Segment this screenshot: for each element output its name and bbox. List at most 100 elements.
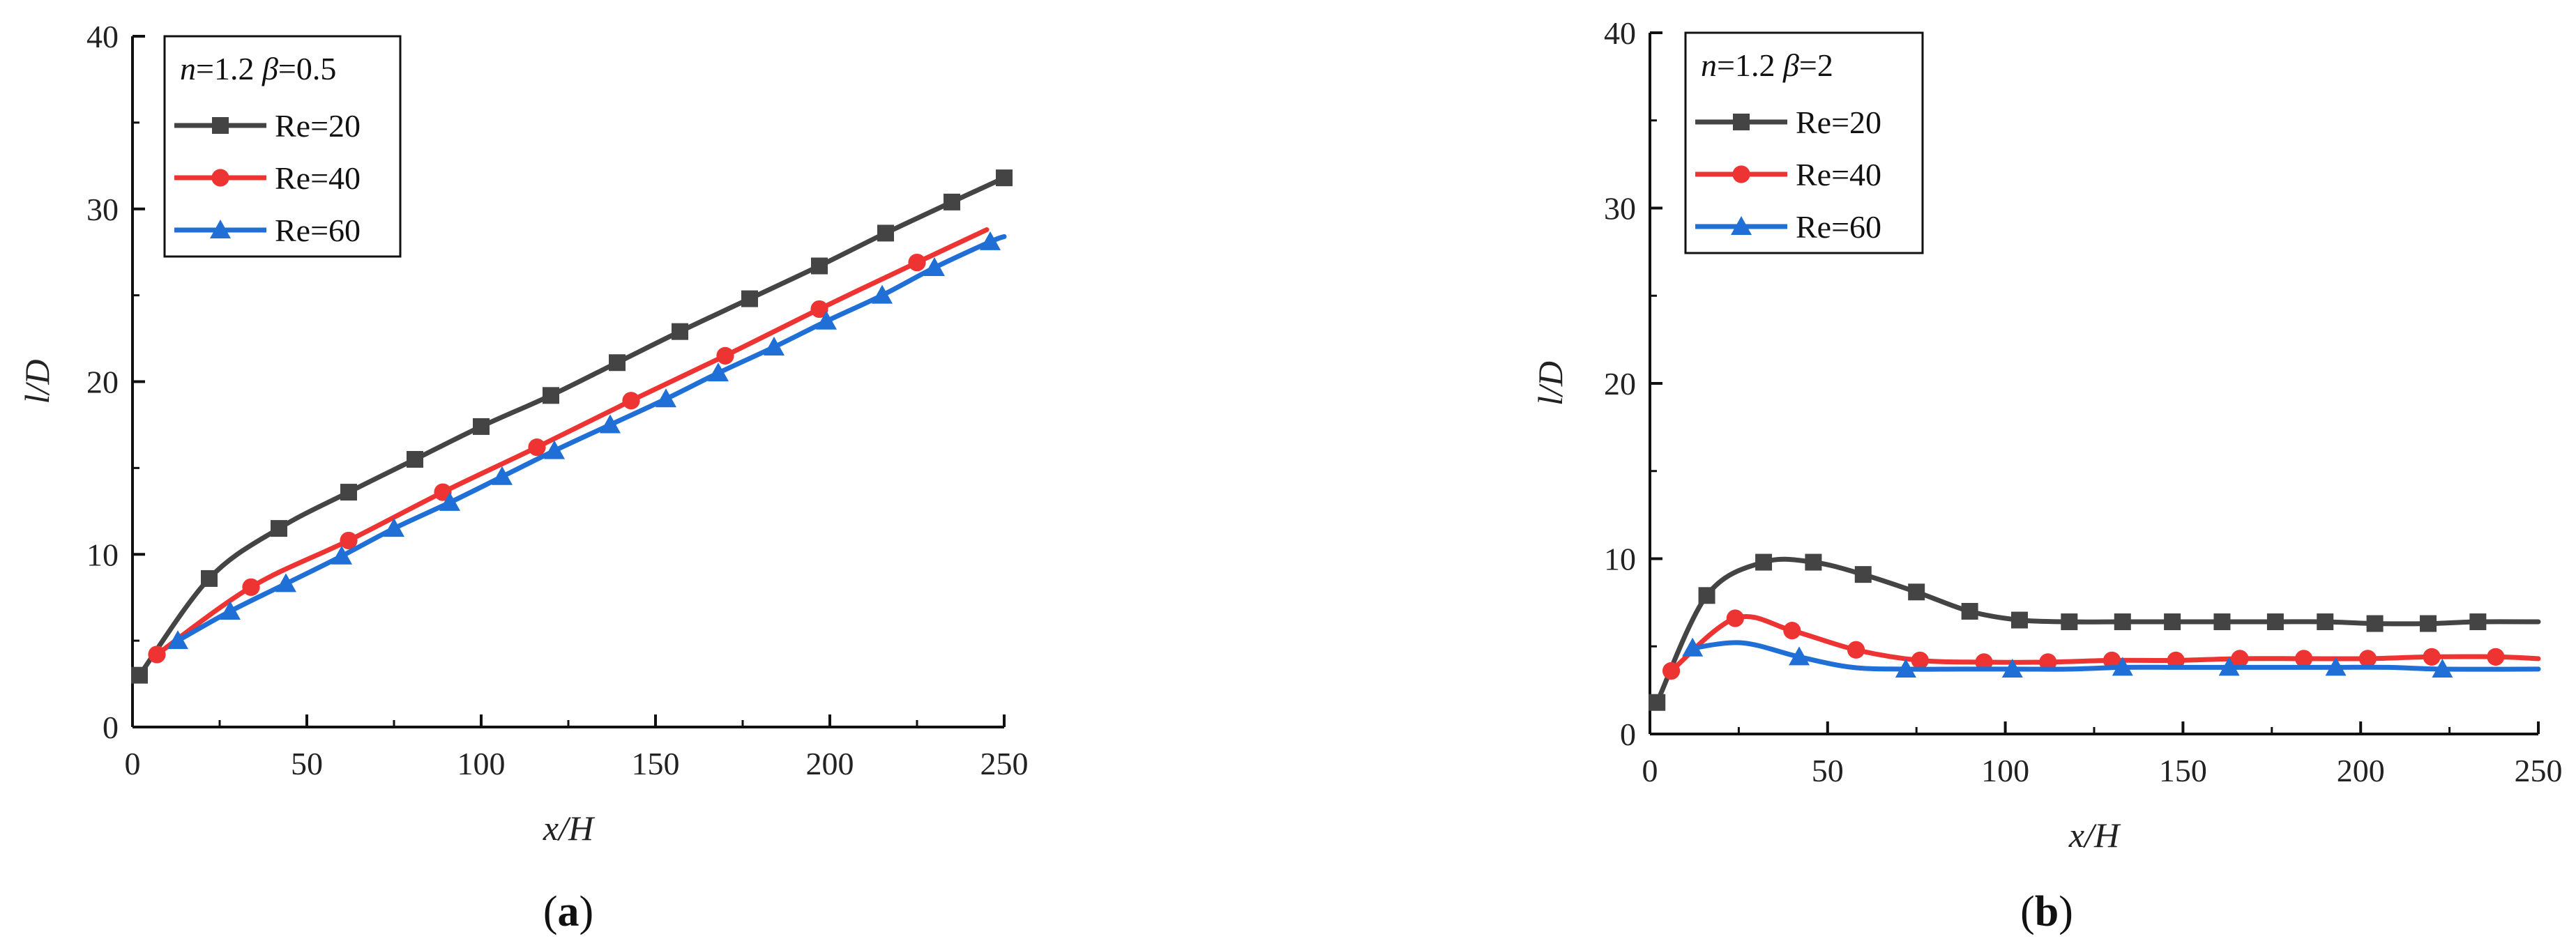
panel-a-series-re60-point-0 (167, 630, 188, 650)
panel-a-x-tick-label: 100 (457, 746, 506, 781)
legend-beta-value: =2 (1799, 47, 1833, 83)
panel-a-series-re20-point-13 (996, 169, 1013, 187)
panel-b-y-axis-title: l/D (1531, 361, 1570, 406)
panel-a-series-re40-point-6 (716, 346, 734, 365)
legend-n-value: =1.2 (196, 51, 262, 86)
panel-a-series-re60-point-13 (872, 284, 893, 304)
panel-a-series-re40-line (154, 227, 990, 657)
panel-b-series-re60-point-0 (1682, 637, 1704, 657)
caption-letter: b (2035, 888, 2059, 935)
caption-close-paren: ) (2059, 888, 2073, 935)
panel-a-series-re60-point-7 (544, 440, 565, 459)
panel-a-series-re60-point-10 (708, 362, 729, 382)
panel-b-series-re20-point-1 (1698, 587, 1715, 604)
panel-b-series-re40-point-3 (1847, 641, 1865, 659)
panel-a-series-re20 (131, 169, 1013, 684)
panel-a-legend-entry-2-label: Re=40 (275, 160, 361, 196)
panel-b-series-re40-point-0 (1662, 662, 1681, 680)
panel-b-series-re60-point-4 (1895, 658, 1916, 678)
panel-a-series-re60-point-11 (764, 336, 785, 356)
panel-a-series-re20-point-10 (811, 257, 828, 275)
panel-a-series-re40-point-2 (340, 531, 358, 550)
panel-a-series-re60-point-8 (600, 414, 621, 434)
panel-a-series-re40-point-5 (622, 392, 640, 410)
panel-a-x-axis-title: x/H (543, 809, 596, 848)
panel-a-series-re40-point-3 (434, 483, 452, 501)
panel-a-caption: (a) (543, 888, 593, 935)
panel-a-series-re20-point-7 (609, 354, 626, 372)
panel-b-series-re20-point-5 (1908, 583, 1925, 601)
panel-b-legend-entry-3-label: Re=60 (1796, 209, 1881, 245)
legend-beta-symbol: β (1782, 47, 1799, 83)
panel-a-legend-entry-3-marker (210, 220, 231, 238)
legend-beta-value: =0.5 (278, 51, 336, 86)
panel-b-y-tick-label: 40 (1604, 15, 1636, 51)
panel-a-series-re60-point-2 (275, 573, 296, 592)
panel-a-series-re60-point-1 (220, 601, 241, 620)
panel-b-series-re20-point-2 (1755, 553, 1773, 571)
panel-a-legend-entry-1-label: Re=20 (275, 108, 361, 144)
panel-b-legend-entry-2-marker (1732, 165, 1750, 183)
panel-b-series-re20-point-9 (2114, 613, 2131, 631)
panel-b-series-re60-line (1690, 640, 2541, 672)
panel-b-x-tick-label: 100 (1981, 753, 2029, 788)
caption-open-paren: ( (2020, 888, 2035, 935)
panel-a-y-tick-label: 20 (86, 365, 119, 400)
panel-b-series-re60-point-2 (1789, 646, 1810, 666)
panel-b-series-re20-point-8 (2061, 613, 2078, 631)
panel-b-series-re20-point-15 (2420, 615, 2437, 632)
panel-a-y-axis-title: l/D (17, 360, 56, 404)
panel-a-series-re20-point-2 (271, 520, 287, 537)
panel-b-series-re40-point-10 (2295, 650, 2313, 668)
panel-a-series-re20-point-1 (201, 569, 218, 587)
chart-panel-b: 0 10 20 30 40 0 50 100 150 200 250 x/H l/D n=1.2 β=2 R… (1531, 15, 2563, 935)
panel-b-legend-entry-3-marker (1731, 216, 1752, 235)
panel-a-y-tick-label: 10 (86, 537, 119, 572)
panel-a-series-re40 (148, 227, 990, 664)
panel-b-series-re20-point-7 (2010, 611, 2028, 629)
panel-b-caption: (b) (2020, 888, 2073, 935)
panel-a-y-tick-label: 0 (103, 710, 119, 745)
panel-b-x-axis-title: x/H (2068, 816, 2121, 855)
panel-b-series-re40-point-4 (1911, 651, 1929, 669)
panel-a-series-re60-point-5 (439, 491, 460, 511)
panel-a-x-tick-label: 50 (291, 746, 323, 781)
panel-b-x-tick-label: 50 (1812, 753, 1844, 788)
panel-a-series-re60 (167, 231, 1007, 650)
panel-b-series-re40-point-9 (2231, 650, 2249, 668)
panel-a-legend-entry-3-label: Re=60 (275, 213, 361, 248)
panel-b-series-re20-point-4 (1854, 566, 1872, 583)
panel-a-x-tick-label: 200 (806, 746, 854, 781)
panel-b-series-re40-point-1 (1726, 609, 1744, 627)
panel-a-series-re20-point-8 (672, 323, 688, 340)
panel-a-x-tick-label: 0 (125, 746, 141, 781)
panel-b-legend-entry-2-label: Re=40 (1796, 157, 1881, 192)
panel-b-y-tick-label: 20 (1604, 366, 1636, 402)
panel-a-series-re20-point-4 (407, 450, 423, 468)
panel-b-series-re40-point-8 (2167, 651, 2185, 669)
panel-b-series-re40-point-2 (1783, 622, 1801, 640)
panel-b-series-re60-point-12 (2325, 657, 2347, 676)
panel-a-legend-entry-1: Re=20 (174, 108, 361, 144)
panel-b-x-tick-label: 250 (2515, 753, 2563, 788)
chart-panel-a: 0 10 20 30 40 0 50 100 150 200 250 x/H l/D n=1.2 β=0.… (17, 19, 1029, 935)
panel-a-series-re40-point-1 (242, 578, 260, 596)
panel-a-x-tick-label: 150 (632, 746, 680, 781)
legend-n-symbol: n (180, 51, 196, 86)
panel-b-series-re20-point-6 (1961, 602, 1978, 620)
legend-beta-symbol: β (262, 51, 278, 86)
caption-close-paren: ) (579, 888, 594, 935)
panel-b-series-re60-point-8 (2112, 657, 2133, 676)
caption-open-paren: ( (543, 888, 558, 935)
panel-b-legend-box (1684, 31, 1924, 254)
panel-b-legend: n=1.2 β=2 Re=20 Re=40 Re=60 (1684, 31, 1924, 254)
panel-b-x-tick-label: 0 (1642, 753, 1658, 788)
panel-b-series-re20-point-0 (1649, 694, 1666, 711)
panel-b-series-re60-point-10 (2218, 657, 2240, 676)
legend-n-value: =1.2 (1717, 47, 1783, 83)
panel-b-series-re40-point-7 (2103, 651, 2121, 669)
panel-a-series-re60-point-14 (924, 257, 945, 276)
panel-a-series-re40-point-8 (908, 253, 926, 272)
panel-a-series-re20-point-12 (944, 193, 960, 211)
